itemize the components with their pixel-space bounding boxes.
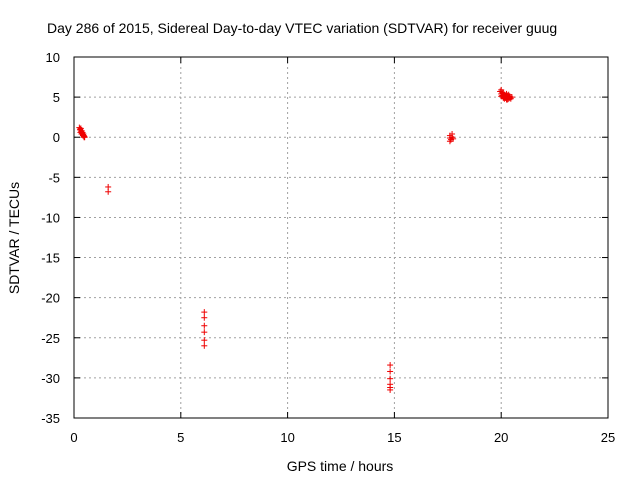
x-tick-label: 5 xyxy=(177,430,184,445)
y-tick-label: -30 xyxy=(41,371,60,386)
x-tick-label: 10 xyxy=(280,430,294,445)
data-point xyxy=(201,342,208,349)
data-point xyxy=(201,309,208,316)
x-tick-label: 20 xyxy=(494,430,508,445)
data-point xyxy=(201,329,208,336)
y-tick-label: 0 xyxy=(53,130,60,145)
data-point xyxy=(502,92,509,99)
data-point xyxy=(387,386,394,393)
data-point xyxy=(450,135,457,142)
x-axis-tick-labels: 0 5 10 15 20 25 xyxy=(70,430,615,445)
chart-title: Day 286 of 2015, Sidereal Day-to-day VTE… xyxy=(47,20,557,36)
data-point xyxy=(449,131,456,138)
axis-ticks xyxy=(73,56,609,419)
x-axis-title: GPS time / hours xyxy=(287,458,394,474)
y-tick-label: -20 xyxy=(41,291,60,306)
y-tick-label: -10 xyxy=(41,210,60,225)
y-tick-label: -15 xyxy=(41,251,60,266)
data-points xyxy=(76,86,515,393)
x-tick-label: 15 xyxy=(387,430,401,445)
grid-lines xyxy=(74,57,608,418)
y-tick-label: -25 xyxy=(41,331,60,346)
data-point xyxy=(387,375,394,382)
y-axis-tick-labels: 10 5 0 -5 -10 -15 -20 -25 -30 -35 xyxy=(41,50,60,426)
y-tick-label: -5 xyxy=(48,170,60,185)
data-point xyxy=(387,368,394,375)
data-point xyxy=(201,322,208,329)
data-point xyxy=(201,337,208,344)
x-tick-label: 25 xyxy=(601,430,615,445)
data-point xyxy=(81,134,88,141)
x-tick-label: 0 xyxy=(70,430,77,445)
data-point xyxy=(201,314,208,321)
y-axis-title: SDTVAR / TECUs xyxy=(6,182,22,294)
y-tick-label: -35 xyxy=(41,411,60,426)
data-point xyxy=(506,94,513,101)
data-point xyxy=(105,188,112,195)
y-tick-label: 5 xyxy=(53,90,60,105)
data-point xyxy=(387,362,394,369)
plot-frame xyxy=(73,56,609,419)
y-tick-label: 10 xyxy=(46,50,60,65)
